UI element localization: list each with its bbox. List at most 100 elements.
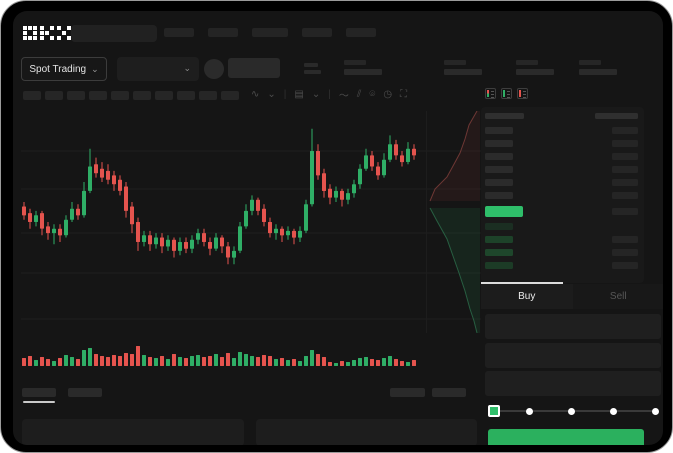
orders-panel-left [22, 419, 244, 445]
slider-stop-dot[interactable] [652, 407, 659, 415]
volume-bars [22, 346, 416, 366]
chevron-down-icon: ⌄ [91, 64, 99, 74]
line-style-icon[interactable]: ∿ [251, 88, 260, 100]
chart-tool-icons: ∿ ⌄ | ▤ ⌄ | 〜 ⫽ ⌾ ◷ ⛶ [251, 87, 408, 102]
depth-chart[interactable] [426, 111, 480, 333]
ask-amount [612, 153, 638, 160]
chevron-down-icon[interactable]: ⌄ [311, 88, 321, 100]
buy-submit-button[interactable] [488, 429, 644, 445]
pair-selector-dropdown[interactable]: ⌄ [117, 57, 199, 81]
divider: | [328, 88, 331, 100]
fullscreen-icon[interactable]: ⛶ [400, 88, 408, 100]
candlestick-chart[interactable] [21, 111, 481, 333]
orderbook-bids-icon[interactable] [501, 88, 512, 99]
logo-letter [57, 26, 71, 40]
buy-sell-tabs: Buy Sell [481, 284, 663, 309]
bid-price [485, 223, 513, 230]
orderbook-last-price[interactable] [485, 206, 523, 217]
bid-price [485, 236, 513, 243]
slider-stop-dot[interactable] [610, 407, 617, 415]
nav-item[interactable] [164, 28, 194, 37]
bid-price [485, 249, 513, 256]
market-type-dropdown[interactable]: Spot Trading ⌄ [21, 57, 107, 81]
search-input[interactable] [71, 25, 157, 42]
nav-item[interactable] [208, 28, 238, 37]
interval-button[interactable] [199, 91, 217, 100]
ask-amount [612, 140, 638, 147]
nav-item[interactable] [252, 28, 288, 37]
orders-panel-right [256, 419, 477, 445]
tab-sell[interactable]: Sell [572, 284, 663, 309]
candle-type-icon[interactable]: ▤ [294, 88, 304, 100]
bid-price [485, 262, 513, 269]
nav-item[interactable] [302, 28, 332, 37]
slider-stop-dot[interactable] [526, 407, 533, 415]
interval-button[interactable] [111, 91, 129, 100]
orderbook-header-amount [595, 113, 638, 119]
stat-block [444, 60, 484, 76]
ask-amount [612, 192, 638, 199]
top-nav-items [164, 28, 376, 37]
interval-button[interactable] [89, 91, 107, 100]
ask-price [485, 153, 513, 160]
history-icon[interactable]: ◷ [383, 88, 393, 100]
orderbook-asks-icon[interactable] [517, 88, 528, 99]
market-type-label: Spot Trading [29, 63, 87, 75]
interval-button[interactable] [45, 91, 63, 100]
interval-button[interactable] [155, 91, 173, 100]
bottom-action-1[interactable] [390, 388, 425, 397]
interval-button[interactable] [67, 91, 85, 100]
bottom-action-2[interactable] [432, 388, 466, 397]
last-price-amount [612, 208, 638, 215]
buy-tab-indicator [481, 282, 563, 284]
amount-slider[interactable] [488, 405, 659, 417]
indicator-icon[interactable]: 〜 [338, 90, 349, 102]
change-pct-placeholder [304, 70, 321, 74]
ask-price [485, 179, 513, 186]
slider-stop-dot[interactable] [568, 407, 575, 415]
interval-button[interactable] [133, 91, 151, 100]
ask-amount [612, 179, 638, 186]
last-price-placeholder [228, 58, 280, 78]
chevron-down-icon: ⌄ [183, 63, 191, 73]
ask-amount [612, 166, 638, 173]
ask-price [485, 140, 513, 147]
orderbook-combined-icon[interactable] [485, 88, 496, 99]
bid-amount [612, 262, 638, 269]
nav-item[interactable] [346, 28, 376, 37]
app-screen: Spot Trading ⌄ ⌄ ∿ ⌄ | ▤ ⌄ | 〜 ⫽ ⌾ ◷ ⛶ [13, 11, 663, 445]
ask-amount [612, 127, 638, 134]
stat-block [516, 60, 556, 76]
stat-block [579, 60, 619, 76]
ask-price [485, 166, 513, 173]
coin-icon [204, 59, 224, 79]
interval-button[interactable] [221, 91, 239, 100]
chevron-down-icon[interactable]: ⌄ [267, 88, 276, 100]
active-tab-indicator [23, 401, 55, 403]
timeframe-buttons [23, 91, 239, 100]
logo-letter [23, 26, 37, 40]
logo-letter [40, 26, 54, 40]
trade-input-field[interactable] [485, 371, 661, 396]
slider-handle[interactable] [488, 405, 500, 417]
orderbook-view-toggles [485, 88, 528, 99]
interval-button[interactable] [177, 91, 195, 100]
ask-price [485, 192, 513, 199]
orderbook-header-price [485, 113, 524, 119]
ask-price [485, 127, 513, 134]
change-placeholder [304, 63, 318, 67]
trade-input-field[interactable] [485, 343, 661, 368]
stat-block [344, 60, 384, 76]
tab-buy[interactable]: Buy [481, 284, 573, 309]
bid-amount [612, 249, 638, 256]
screenshot-icon[interactable]: ⌾ [369, 88, 376, 100]
compare-icon[interactable]: ⫽ [356, 88, 362, 100]
trade-input-field[interactable] [485, 314, 661, 339]
okx-logo[interactable] [23, 26, 71, 40]
bottom-tab-1[interactable] [22, 388, 56, 397]
divider: | [283, 88, 287, 100]
bid-amount [612, 236, 638, 243]
bottom-tab-2[interactable] [68, 388, 102, 397]
interval-button[interactable] [23, 91, 41, 100]
